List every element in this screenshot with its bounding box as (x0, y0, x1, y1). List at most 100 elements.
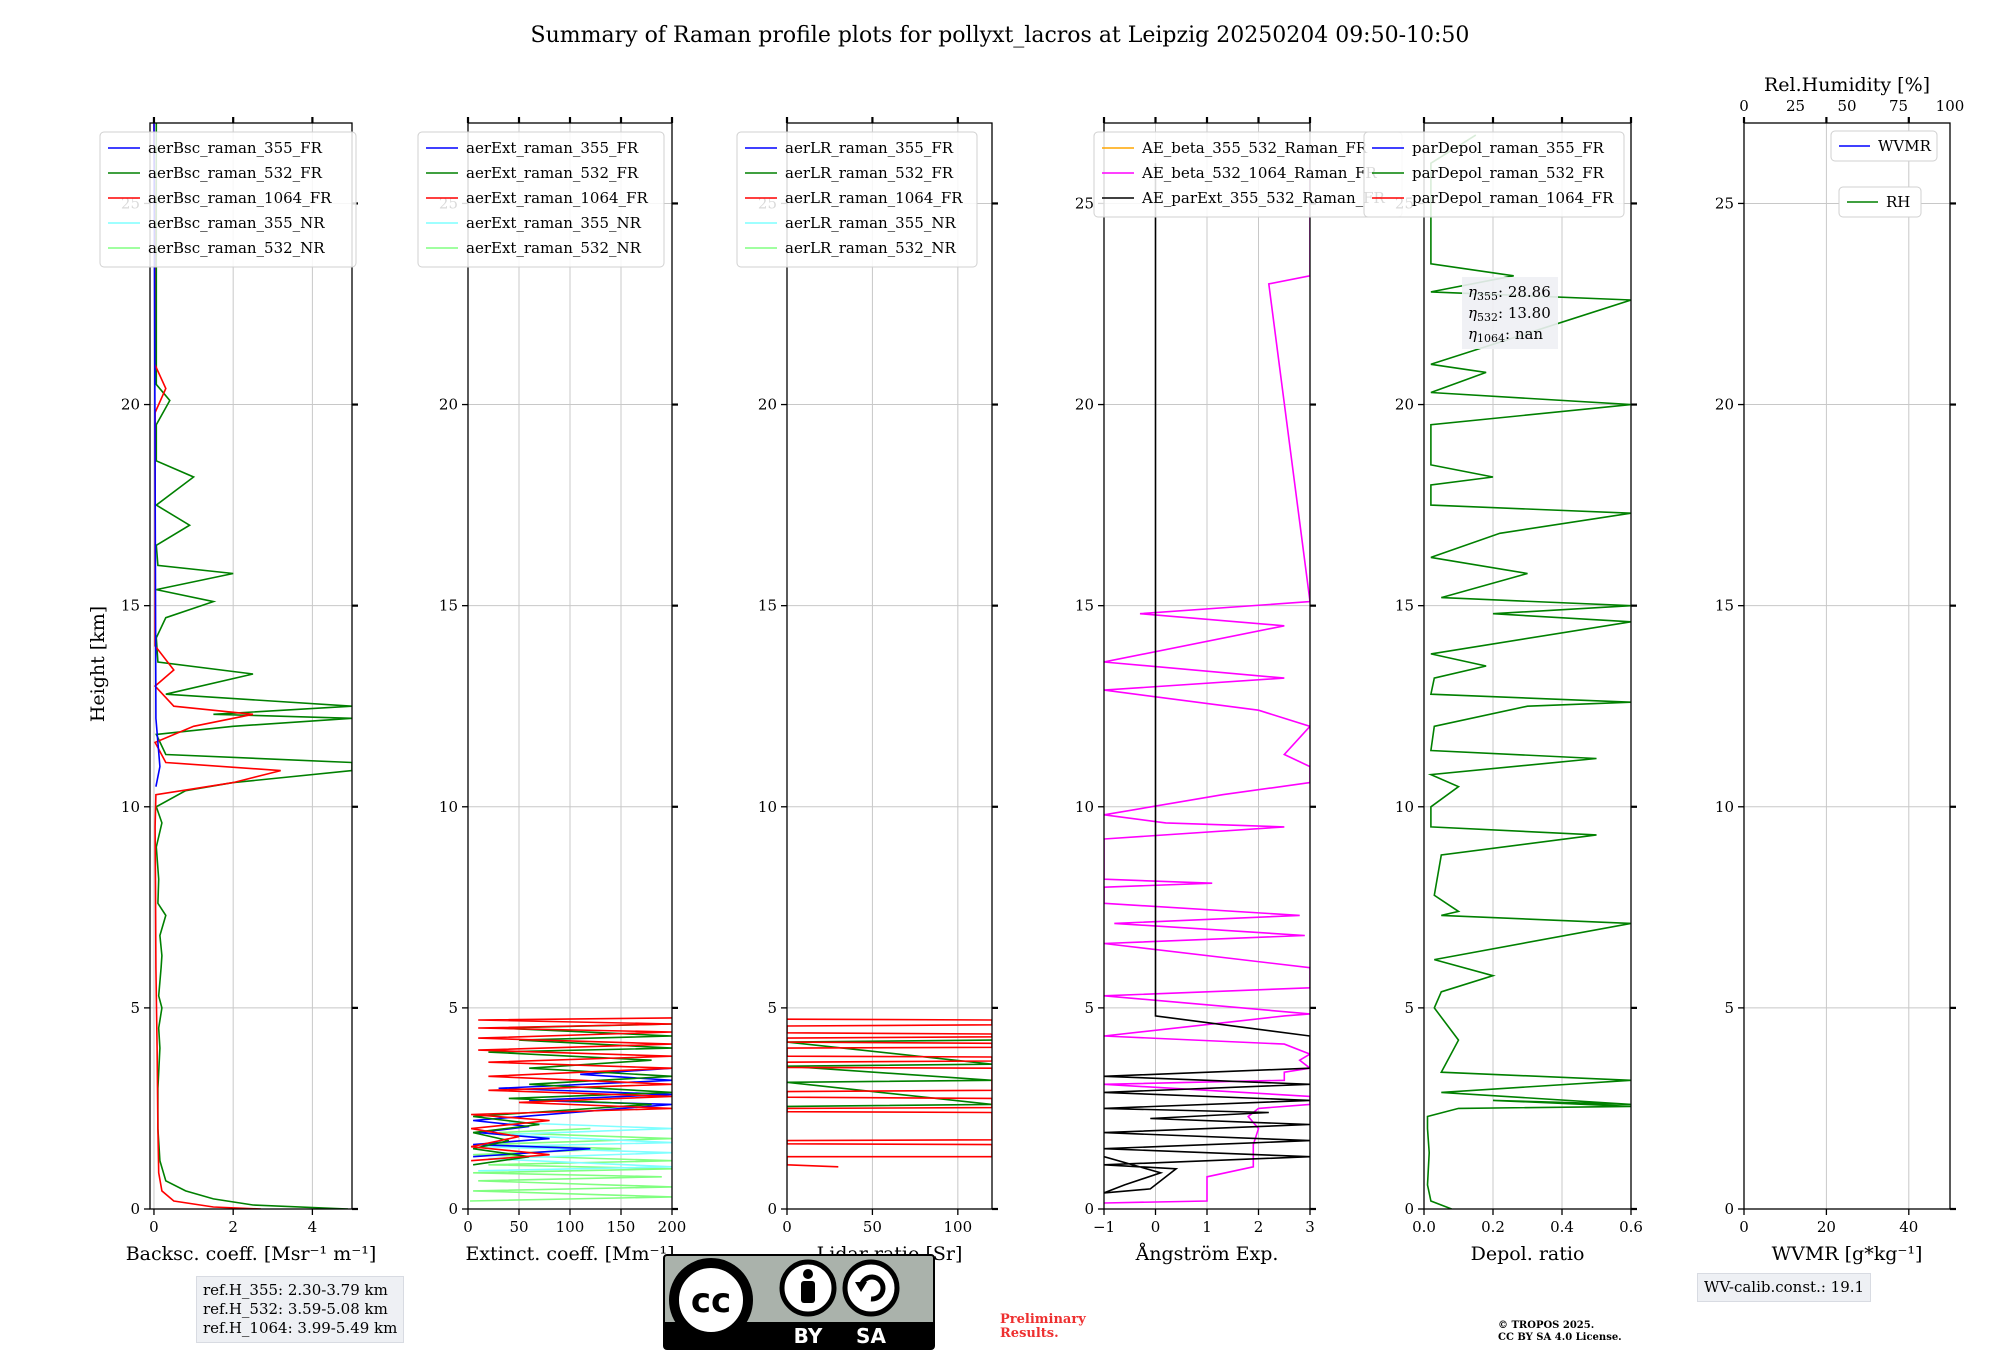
legend-entry: RH (1886, 193, 1910, 211)
panel-3: 0510152025050100Lidar ratio [Sr]aerLR_ra… (736, 117, 998, 1265)
plot-frame (149, 122, 353, 1210)
attribution-icon (779, 1259, 837, 1317)
x-axis-label: Backsc. coeff. [Msr⁻¹ m⁻¹] (126, 1243, 377, 1265)
preliminary-results-note: Preliminary Results. (1000, 1313, 1086, 1341)
y-tick-label: 10 (758, 798, 777, 816)
eta-value-532: η532: 13.80 (1468, 304, 1551, 324)
ref-height-355: ref.H_355: 2.30-3.79 km (203, 1281, 388, 1299)
panel-1: 0510152025024Backsc. coeff. [Msr⁻¹ m⁻¹]a… (99, 117, 377, 1265)
x-tick-label: 0.6 (1619, 1218, 1643, 1236)
y-tick-label: 20 (1715, 396, 1734, 414)
series-line-aerBsc_raman_532_FR (154, 123, 352, 1209)
series-group (1426, 134, 1631, 1209)
y-tick-label: 0 (1084, 1200, 1094, 1218)
y-tick-label: 25 (1715, 194, 1734, 212)
eta-box (1462, 277, 1558, 349)
x-tick-label: 40 (1899, 1218, 1918, 1236)
x-tick-label: 0 (149, 1218, 159, 1236)
series-line-aerLR_raman_1064_FR (787, 1018, 992, 1168)
panel-2: 0510152025050100150200Extinct. coeff. [M… (417, 117, 687, 1265)
legend-frame (1363, 131, 1625, 218)
x-tick-label: 0.4 (1550, 1218, 1574, 1236)
x-tick-label: 0 (782, 1218, 792, 1236)
y-tick-label: 5 (448, 999, 458, 1017)
y-tick-label: 20 (121, 396, 140, 414)
y-axis-label: Height [km] (87, 606, 109, 722)
legend-entry: WVMR (1878, 137, 1932, 155)
legend-entry: parDepol_raman_355_FR (1412, 139, 1605, 157)
series-line-aerExt_raman_532_NR (469, 1127, 672, 1202)
x-axis-label: Extinct. coeff. [Mm⁻¹] (465, 1243, 674, 1265)
legend-frame (417, 131, 665, 268)
y-tick-label: 20 (1395, 396, 1414, 414)
series-group (153, 123, 352, 1209)
y-tick-label: 10 (1395, 798, 1414, 816)
x-tick-label: 2 (228, 1218, 238, 1236)
y-tick-label: 20 (758, 396, 777, 414)
legend-entry: AE_beta_532_1064_Raman_FR (1141, 164, 1377, 182)
plot-frame (1743, 122, 1951, 1210)
top-x-tick-label: 0 (1739, 97, 1749, 115)
x-tick-label: 3 (1305, 1218, 1315, 1236)
x-tick-label: 0.2 (1481, 1218, 1505, 1236)
series-group (1104, 163, 1310, 1204)
x-axis-label: Depol. ratio (1471, 1243, 1585, 1265)
y-tick-label: 20 (439, 396, 458, 414)
legend-entry: aerExt_raman_355_FR (466, 139, 639, 157)
x-tick-label: 0 (1151, 1218, 1161, 1236)
legend-entry: aerExt_raman_532_FR (466, 164, 639, 182)
x-tick-label: 150 (607, 1218, 636, 1236)
legend-entry: aerBsc_raman_355_FR (148, 139, 323, 157)
y-tick-label: 0 (1724, 1200, 1734, 1218)
series-line-aerLR_raman_532_FR (787, 1039, 992, 1108)
legend-entry: aerLR_raman_1064_FR (785, 189, 963, 207)
legend-entry: aerLR_raman_532_FR (785, 164, 954, 182)
x-tick-label: 4 (308, 1218, 318, 1236)
legend: AE_beta_355_532_Raman_FR AE_beta_532_1064… (1093, 131, 1403, 218)
legend: parDepol_raman_355_FR parDepol_raman_532_… (1363, 131, 1625, 218)
top-x-tick-label: 75 (1889, 97, 1908, 115)
x-axis-label: Ångström Exp. (1135, 1243, 1279, 1265)
legend: aerExt_raman_355_FR aerExt_raman_532_FRae… (417, 131, 665, 268)
cc-logo-text: cc (691, 1281, 731, 1321)
preliminary-line-2: Results. (1000, 1326, 1059, 1341)
plot-frame (1423, 122, 1632, 1210)
legend-frame-wvmr (1830, 130, 1938, 162)
x-tick-label: 200 (658, 1218, 687, 1236)
series-line-aerExt_raman_1064_FR (470, 1017, 672, 1162)
copyright-line-2: CC BY SA 4.0 License. (1498, 1332, 1622, 1343)
y-tick-label: 0 (130, 1200, 140, 1218)
legend-entry: aerExt_raman_532_NR (466, 239, 642, 257)
y-tick-label: 15 (1715, 597, 1734, 615)
eta-value-355: η355: 28.86 (1468, 283, 1551, 303)
legend-entry: aerBsc_raman_1064_FR (148, 189, 332, 207)
legend: aerLR_raman_355_FR aerLR_raman_532_FR aerL… (736, 131, 978, 268)
y-tick-label: 25 (1075, 194, 1094, 212)
legend-entry: aerBsc_raman_355_NR (148, 214, 325, 232)
legend: WVMR RH (1830, 130, 1938, 218)
y-tick-label: 0 (448, 1200, 458, 1218)
x-tick-label: 50 (509, 1218, 528, 1236)
y-tick-label: 20 (1075, 396, 1094, 414)
wv-calibration-constant: WV-calib.const.: 19.1 (1704, 1278, 1865, 1296)
x-tick-label: 50 (863, 1218, 882, 1236)
legend: aerBsc_raman_355_FR aerBsc_raman_532_FRae… (99, 131, 357, 268)
series-group (787, 1018, 992, 1168)
copyright-note: © TROPOS 2025. CC BY SA 4.0 License. (1498, 1320, 1622, 1344)
legend-entry: AE_parExt_355_532_Raman_FR (1141, 189, 1386, 207)
y-tick-label: 5 (767, 999, 777, 1017)
y-tick-label: 15 (439, 597, 458, 615)
legend-entry: aerLR_raman_355_NR (785, 214, 956, 232)
top-x-tick-label: 50 (1837, 97, 1856, 115)
preliminary-line-1: Preliminary (1000, 1312, 1086, 1327)
panel-6: 0 5 10 15 20 25 0 20 40 WVMR [g*kg⁻¹] 0 25 50 75 100 Re… (1715, 74, 1964, 1265)
ref-height-1064: ref.H_1064: 3.99-5.49 km (203, 1319, 398, 1337)
profile-panels: 0 5 10 15 20 25 0 2 4 Backsc. coeff. [Msr⁻¹ m⁻¹] a… (99, 74, 1964, 1265)
top-axis-label: Rel.Humidity [%] (1764, 74, 1930, 96)
legend-entry: aerLR_raman_355_FR (785, 139, 954, 157)
y-tick-label: 0 (767, 1200, 777, 1218)
legend-entry: AE_beta_355_532_Raman_FR (1141, 139, 1368, 157)
